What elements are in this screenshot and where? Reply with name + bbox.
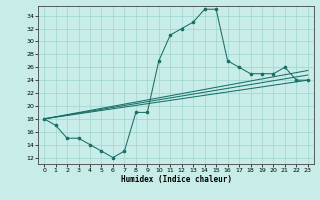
X-axis label: Humidex (Indice chaleur): Humidex (Indice chaleur) <box>121 175 231 184</box>
